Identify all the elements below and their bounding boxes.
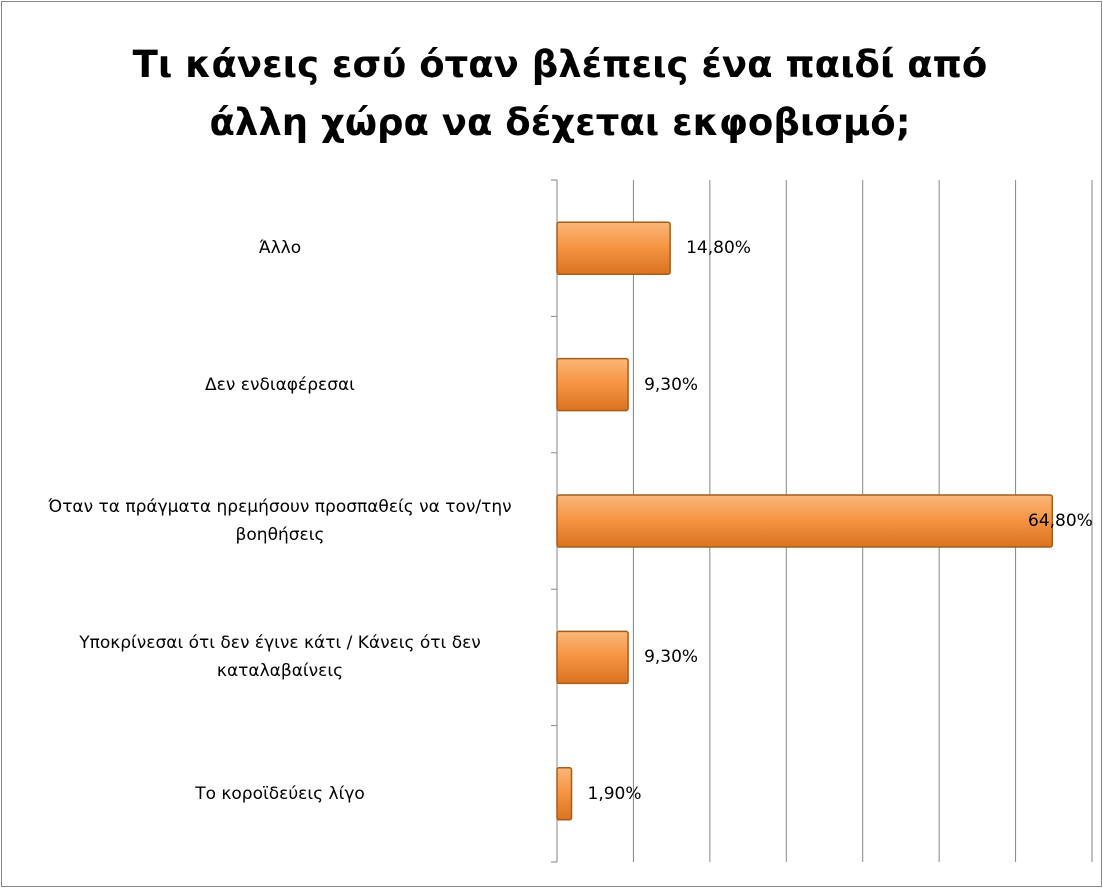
y-tick-label: Δεν ενδιαφέρεσαι	[205, 374, 355, 395]
data-label: 9,30%	[644, 647, 699, 668]
bar	[556, 494, 1054, 548]
data-label: 1,90%	[587, 783, 642, 804]
y-tick-label: Υποκρίνεσαι ότι δεν έγινε κάτι / Κάνεις …	[79, 633, 481, 682]
chart-title: Τι κάνεις εσύ όταν βλέπεις ένα παιδί από…	[132, 43, 988, 144]
y-tick-label: Όταν τα πράγματα ηρεμήσουν προσπαθείς να…	[48, 497, 512, 545]
bar	[556, 630, 629, 685]
data-label: 9,30%	[644, 374, 699, 395]
y-tick-label: Άλλο	[258, 238, 302, 259]
bar	[556, 767, 573, 821]
bar	[556, 221, 671, 275]
y-tick-label: Το κοροϊδεύεις λίγο	[195, 783, 365, 804]
data-label: 64,80%	[1028, 511, 1093, 531]
data-label: 14,80%	[686, 238, 751, 259]
bar	[556, 357, 629, 412]
